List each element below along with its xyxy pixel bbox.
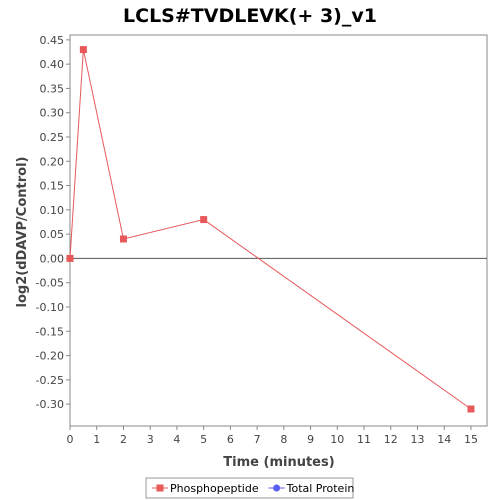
x-tick-label: 12 <box>384 433 398 446</box>
y-tick-label: 0.10 <box>40 204 65 217</box>
y-axis-label: log2(dDAVP/Control) <box>15 157 30 308</box>
x-tick-label: 6 <box>227 433 234 446</box>
plot-area <box>69 34 488 427</box>
y-tick-label: 0.30 <box>40 107 65 120</box>
legend-box <box>145 477 354 499</box>
legend-label: Total Protein <box>286 482 355 495</box>
x-tick-label: 0 <box>67 433 74 446</box>
y-axis: 0.45 0.40 0.35 0.30 0.25 0.20 0.15 0.10 0.05 0.00… <box>36 34 70 411</box>
data-point <box>79 46 87 54</box>
y-tick-label: -0.10 <box>36 301 64 314</box>
x-tick-label: 8 <box>280 433 287 446</box>
series-layer <box>66 46 475 413</box>
x-tick-label: 4 <box>173 433 180 446</box>
x-tick-label: 3 <box>147 433 154 446</box>
y-tick-label: -0.25 <box>36 374 64 387</box>
y-tick-label: 0.40 <box>40 58 65 71</box>
y-tick-label: 0.05 <box>40 228 65 241</box>
x-tick-label: 9 <box>307 433 314 446</box>
y-tick-label: -0.20 <box>36 350 64 363</box>
x-tick-label: 5 <box>200 433 207 446</box>
x-tick-label: 10 <box>330 433 344 446</box>
x-tick-label: 15 <box>464 433 478 446</box>
y-tick-label: -0.30 <box>36 398 64 411</box>
x-tick-label: 1 <box>93 433 100 446</box>
x-axis-label: Time (minutes) <box>223 455 334 470</box>
y-tick-label: 0.25 <box>40 131 65 144</box>
legend-label: Phosphopeptide <box>170 482 259 495</box>
x-tick-label: 11 <box>357 433 371 446</box>
data-point <box>200 216 208 224</box>
y-tick-label: 0.45 <box>40 34 65 47</box>
y-tick-label: 0.35 <box>40 82 65 95</box>
x-axis: 0 1 2 3 4 5 6 7 8 9 10 11 12 13 14 15 <box>67 426 478 446</box>
data-point <box>66 254 74 262</box>
y-tick-label: -0.15 <box>36 325 64 338</box>
y-tick-label: 0.15 <box>40 180 65 193</box>
data-point <box>467 405 475 413</box>
y-tick-label: 0.20 <box>40 155 65 168</box>
y-tick-label: 0.00 <box>40 252 65 265</box>
plot-border <box>69 34 488 427</box>
chart-title: LCLS#TVDLEVK(+ 3)_v1 <box>123 5 377 27</box>
y-tick-label: -0.05 <box>36 277 64 290</box>
x-tick-label: 2 <box>120 433 127 446</box>
legend-marker-circle-icon <box>273 484 281 492</box>
x-tick-label: 7 <box>254 433 261 446</box>
legend-marker-square-icon <box>156 484 164 492</box>
x-tick-label: 13 <box>411 433 425 446</box>
legend: Phosphopeptide Total Protein <box>145 477 355 499</box>
data-point <box>119 235 127 243</box>
x-tick-label: 14 <box>437 433 451 446</box>
